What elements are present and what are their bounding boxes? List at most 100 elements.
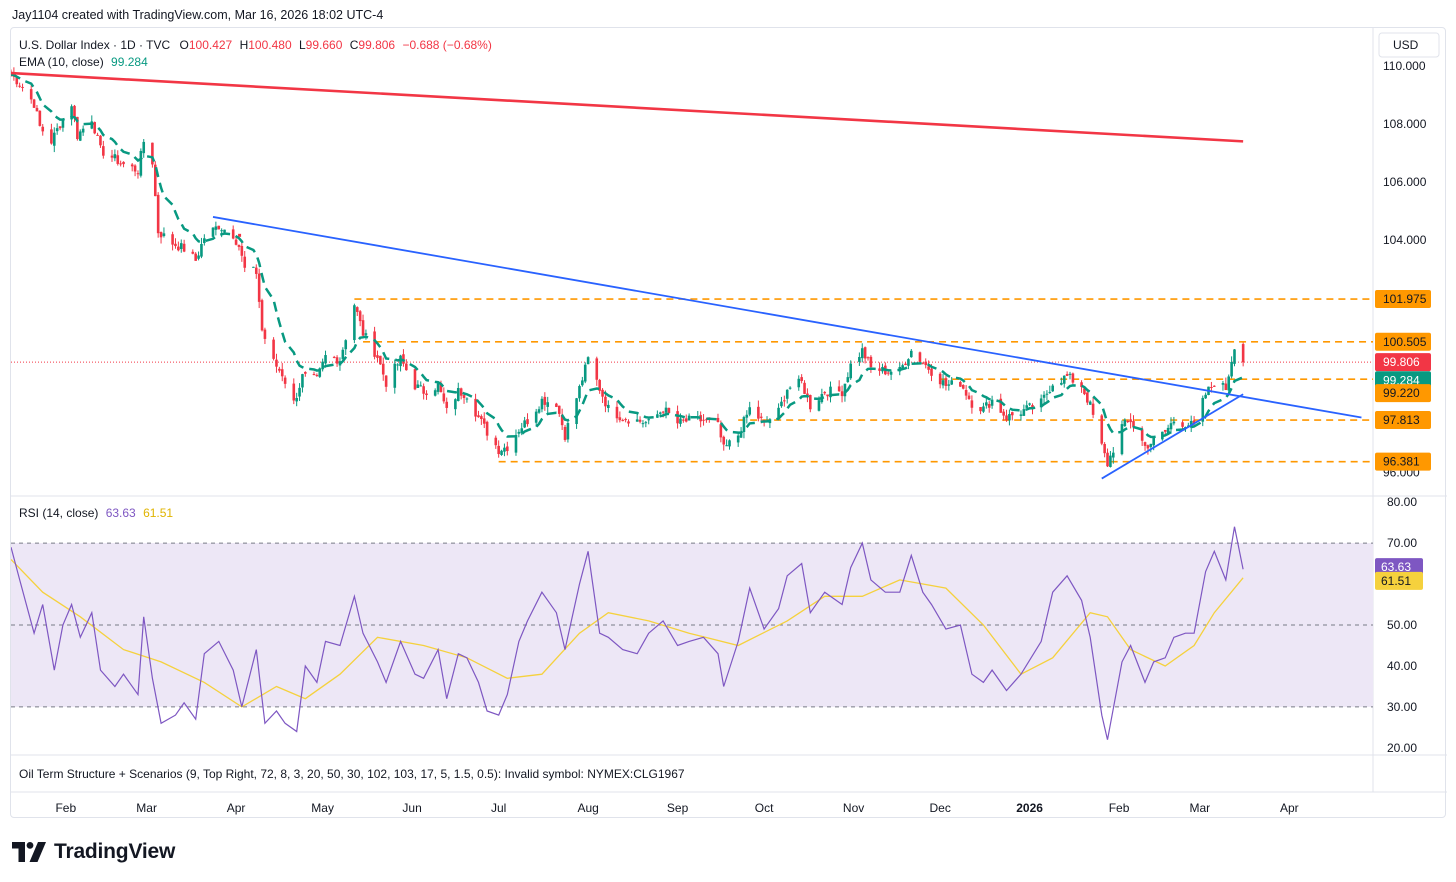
candle-body xyxy=(197,255,200,259)
candle-body xyxy=(1129,419,1132,423)
candle-body xyxy=(1042,394,1046,398)
candle xyxy=(130,163,134,172)
brand-name: TradingView xyxy=(54,840,176,863)
candle-body xyxy=(1083,388,1086,395)
candle-body xyxy=(705,419,708,421)
candle xyxy=(500,449,503,456)
candle xyxy=(142,139,146,158)
candle-body xyxy=(869,356,873,368)
candle-body xyxy=(1008,413,1011,421)
price-label-box xyxy=(1375,290,1431,309)
candle-body xyxy=(419,385,423,387)
candle-body xyxy=(621,420,625,422)
candle-body xyxy=(1227,376,1231,391)
candle xyxy=(413,368,417,391)
candle xyxy=(18,82,21,88)
candle-body xyxy=(1146,445,1150,449)
candle-body xyxy=(436,383,440,392)
price-label: 100.505 xyxy=(1383,335,1427,349)
candle-body xyxy=(618,417,622,421)
candle xyxy=(866,356,870,361)
candle xyxy=(55,123,59,135)
levels-layer xyxy=(11,233,1373,463)
candle-body xyxy=(1060,382,1063,385)
candle-body xyxy=(979,407,982,412)
candle-body xyxy=(886,372,890,374)
candle xyxy=(122,161,125,168)
candle-body xyxy=(1080,382,1083,388)
candle xyxy=(1106,448,1109,468)
candle-body xyxy=(280,369,284,377)
legend-rsi: RSI (14, close) 63.63 61.51 xyxy=(19,506,173,520)
candle xyxy=(234,236,238,246)
candle xyxy=(1230,356,1233,379)
candle xyxy=(757,400,760,422)
candle-body xyxy=(601,389,604,397)
candle xyxy=(523,416,526,429)
trendline-blue xyxy=(1101,393,1244,480)
candle xyxy=(745,410,749,424)
candle-body xyxy=(676,411,679,424)
footer-brand[interactable]: TradingView xyxy=(12,840,175,864)
time-tick: Apr xyxy=(1280,801,1299,815)
currency-button[interactable]: USD xyxy=(1378,32,1440,58)
candle-body xyxy=(722,436,726,445)
time-tick: Apr xyxy=(227,801,246,815)
candle-body xyxy=(967,395,971,400)
candle xyxy=(682,418,685,423)
candle xyxy=(780,396,783,408)
candle xyxy=(658,411,662,416)
candle-body xyxy=(506,446,509,452)
candle xyxy=(1143,441,1147,451)
candle xyxy=(295,392,298,407)
candle xyxy=(332,355,336,359)
candle xyxy=(96,132,99,136)
candle xyxy=(78,129,82,142)
rsi-tick: 40.00 xyxy=(1387,659,1417,673)
candle xyxy=(1123,418,1127,427)
candle-body xyxy=(719,424,723,438)
candle xyxy=(797,375,801,391)
candle xyxy=(220,228,223,238)
currency-label: USD xyxy=(1393,38,1419,52)
chart-canvas[interactable]: 110.000108.000106.000104.00096.000101.97… xyxy=(11,28,1447,819)
candle xyxy=(635,413,639,422)
candle xyxy=(638,416,642,424)
candle xyxy=(217,225,221,230)
candle-body xyxy=(179,243,183,249)
candle xyxy=(785,389,789,404)
candle xyxy=(607,400,610,413)
candle xyxy=(1172,416,1176,426)
candle-body xyxy=(482,418,486,424)
candle xyxy=(664,401,668,419)
candle-body xyxy=(840,391,844,397)
candle xyxy=(783,395,786,407)
candle xyxy=(197,251,200,261)
legend-ema: EMA (10, close) 99.284 xyxy=(19,55,148,69)
candle xyxy=(950,377,954,386)
candle-body xyxy=(393,363,397,388)
candle-body xyxy=(583,364,587,382)
candle-body xyxy=(344,340,348,350)
candle-body xyxy=(901,365,904,369)
price-label: 97.813 xyxy=(1383,413,1420,427)
candle-body xyxy=(679,418,682,424)
candle-body xyxy=(81,128,85,133)
candle-body xyxy=(661,411,665,413)
candle-body xyxy=(1011,412,1014,416)
candle-body xyxy=(301,374,304,388)
candle-body xyxy=(578,386,581,399)
candle-body xyxy=(918,352,922,362)
candle xyxy=(283,375,287,389)
candle xyxy=(1068,371,1072,380)
candle-body xyxy=(1204,394,1207,399)
candle xyxy=(1088,400,1092,405)
candle-body xyxy=(425,393,428,396)
candle xyxy=(153,161,157,197)
candle-body xyxy=(543,396,547,405)
trendline-red xyxy=(11,71,1244,143)
candle-body xyxy=(292,383,296,401)
candle xyxy=(433,388,437,397)
candle xyxy=(702,414,705,426)
candle-body xyxy=(728,440,731,447)
